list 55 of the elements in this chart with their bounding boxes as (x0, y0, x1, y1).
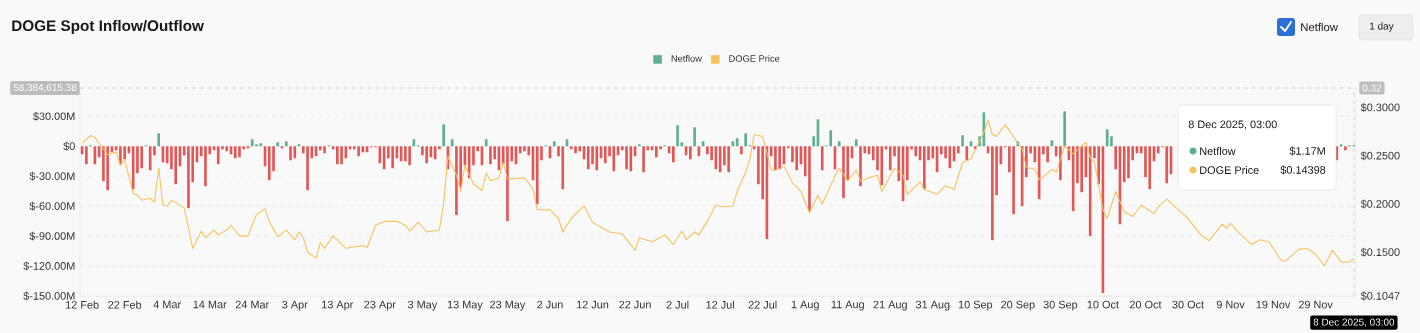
ref-line-label: 8 Dec 2025, 03:00 (1313, 318, 1395, 327)
x-tick-label: 10 Sep (958, 300, 993, 311)
y-tick-label: $-30.00M (29, 171, 75, 181)
x-tick-label: 22 Jul (748, 300, 777, 309)
text: Netflow (1301, 22, 1338, 32)
x-tick-label: 1 Aug (791, 300, 819, 311)
ref-line-label: 58,384,615.38 (13, 83, 77, 93)
legend-label: DOGE Price (729, 55, 780, 62)
x-tick-label: 4 Mar (153, 300, 181, 309)
x-tick-label: 30 Oct (1172, 300, 1204, 309)
text: 1 day (1370, 22, 1394, 32)
y-tick-label: $-60.00M (29, 201, 75, 211)
x-tick-label: 23 Apr (364, 300, 396, 311)
x-tick-label: 22 Feb (108, 300, 142, 309)
x-tick-label: 9 Nov (1216, 300, 1245, 309)
annotation: $0.14398 (1280, 165, 1326, 175)
x-tick-label: 23 May (490, 300, 526, 311)
annotation: Netflow (1200, 146, 1236, 155)
y2-tick-label: $0.1500 (1360, 247, 1400, 257)
legend-label: Netflow (671, 55, 702, 62)
x-tick-label: 13 May (447, 300, 483, 311)
x-tick-label: 22 Jun (619, 300, 651, 309)
x-tick-label: 19 Nov (1256, 300, 1291, 309)
annotation: 8 Dec 2025, 03:00 (1188, 120, 1277, 130)
chart-title: DOGE Spot Inflow/Outflow (12, 19, 204, 35)
x-tick-label: 2 Jun (537, 300, 563, 309)
x-tick-label: 12 Feb (66, 300, 99, 309)
y-tick-label: $-120.00M (23, 261, 75, 271)
x-tick-label: 12 Jul (706, 300, 734, 309)
x-tick-label: 20 Sep (1001, 300, 1035, 311)
y-tick-label: $30.00M (33, 111, 75, 121)
y2-tick-label: $0.3000 (1360, 103, 1400, 112)
y-tick-label: $-150.00M (23, 291, 75, 301)
x-tick-label: 10 Oct (1087, 300, 1119, 309)
text: 0.32 (1362, 84, 1382, 92)
x-tick-label: 3 Apr (282, 300, 308, 311)
x-tick-label: 21 Aug (873, 300, 907, 311)
y2-tick-label: $0.2000 (1360, 199, 1400, 209)
x-tick-label: 14 Mar (193, 300, 227, 309)
y-tick-label: $-90.00M (29, 231, 75, 241)
x-tick-label: 30 Sep (1043, 300, 1078, 311)
annotation: DOGE Price (1200, 165, 1259, 174)
y2-tick-label: $0.1047 (1360, 291, 1400, 301)
x-tick-label: 13 Apr (322, 300, 354, 311)
x-tick-label: 31 Aug (915, 300, 950, 311)
annotation: $1.17M (1289, 146, 1325, 156)
x-tick-label: 29 Nov (1298, 300, 1333, 309)
y2-tick-label: $0.2500 (1360, 151, 1400, 161)
y-tick-label: $0 (63, 141, 75, 151)
x-tick-label: 2 Jul (666, 300, 689, 309)
x-tick-label: 3 May (407, 300, 438, 311)
x-tick-label: 11 Aug (831, 300, 864, 311)
x-tick-label: 12 Jun (577, 300, 609, 309)
x-tick-label: 24 Mar (235, 300, 270, 309)
x-tick-label: 20 Oct (1129, 300, 1162, 309)
